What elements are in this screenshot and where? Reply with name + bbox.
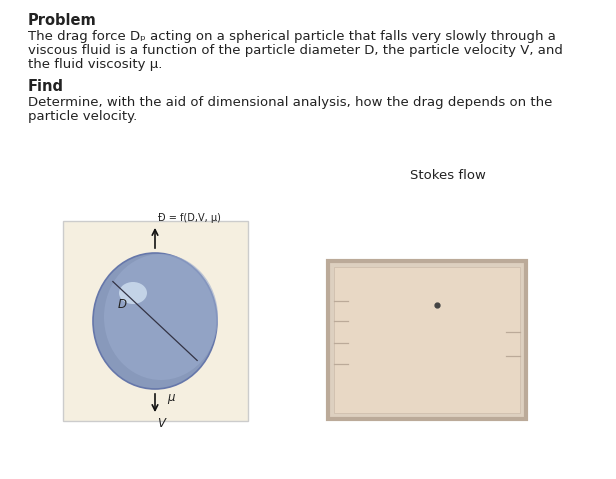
Bar bbox=[63, 221, 248, 421]
Text: The drag force Dₚ acting on a spherical particle that falls very slowly through : The drag force Dₚ acting on a spherical … bbox=[28, 30, 556, 43]
Ellipse shape bbox=[104, 254, 218, 380]
Text: V: V bbox=[157, 417, 165, 430]
Text: Find: Find bbox=[28, 79, 64, 94]
Text: Determine, with the aid of dimensional analysis, how the drag depends on the: Determine, with the aid of dimensional a… bbox=[28, 96, 553, 109]
Text: particle velocity.: particle velocity. bbox=[28, 110, 137, 123]
Text: D: D bbox=[118, 298, 127, 311]
Text: the fluid viscosity μ.: the fluid viscosity μ. bbox=[28, 58, 163, 71]
Text: μ: μ bbox=[167, 391, 174, 404]
Text: Problem: Problem bbox=[28, 13, 97, 28]
Ellipse shape bbox=[93, 253, 217, 389]
Ellipse shape bbox=[119, 282, 147, 304]
Text: Đ = f(D,V, μ): Đ = f(D,V, μ) bbox=[158, 213, 221, 223]
Text: viscous fluid is a function of the particle diameter D, the particle velocity V,: viscous fluid is a function of the parti… bbox=[28, 44, 563, 57]
Text: Stokes flow: Stokes flow bbox=[410, 169, 486, 182]
Bar bbox=[334, 267, 520, 413]
Bar bbox=[328, 261, 526, 419]
